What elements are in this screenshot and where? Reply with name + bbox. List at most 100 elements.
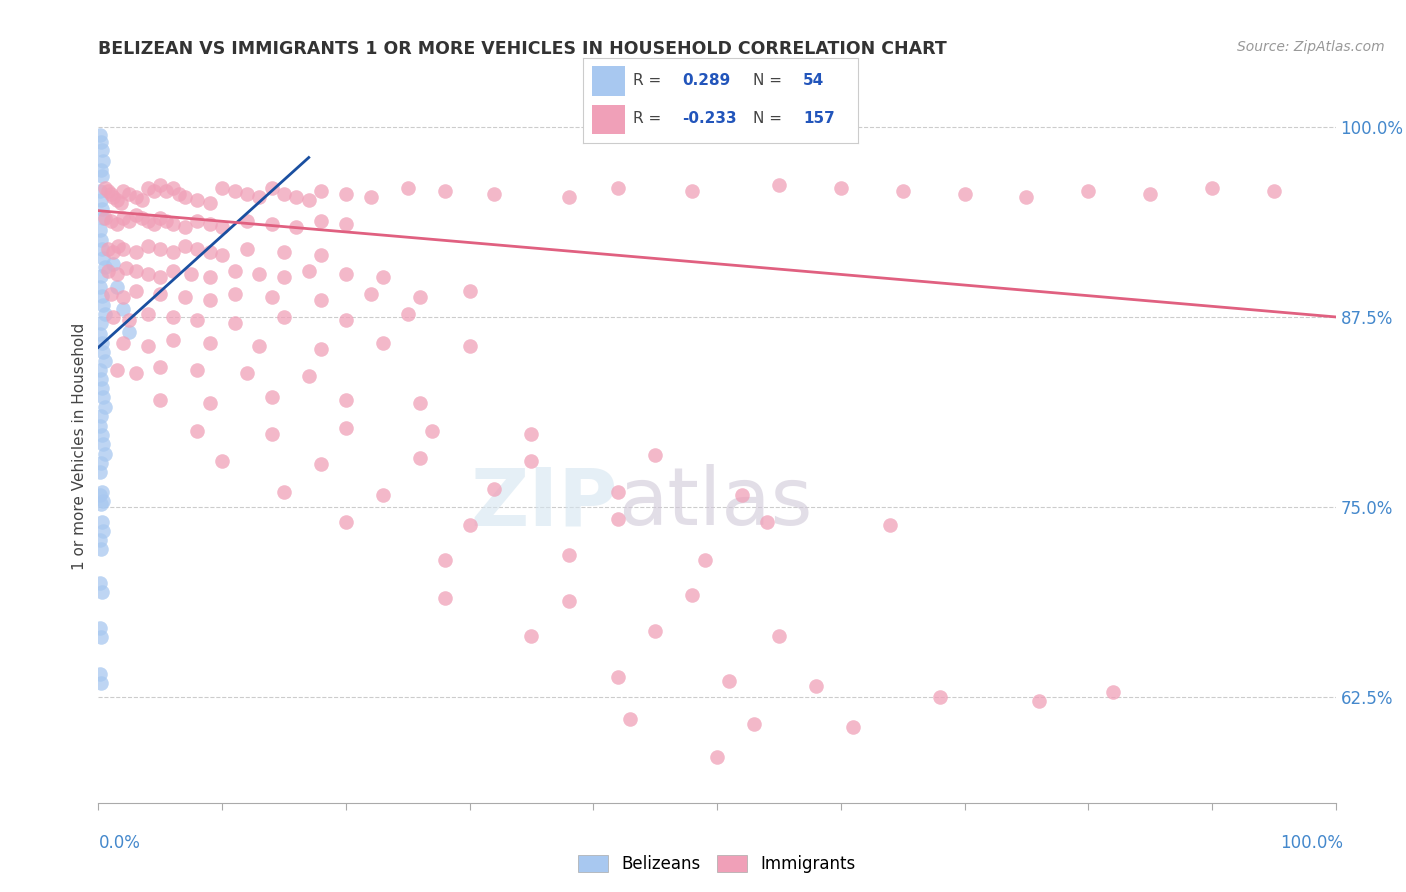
Point: [681, 588, 703, 602]
Point: [91, 169, 114, 183]
Point: [93, 400, 115, 414]
Text: 0.289: 0.289: [682, 73, 731, 88]
Point: [224, 316, 246, 330]
Point: [97, 264, 120, 278]
Point: [91, 242, 114, 256]
Point: [731, 487, 754, 501]
Text: Source: ZipAtlas.com: Source: ZipAtlas.com: [1237, 40, 1385, 54]
Point: [136, 268, 159, 282]
Point: [1201, 181, 1223, 195]
Point: [174, 238, 197, 252]
Point: [136, 307, 159, 321]
Text: R =: R =: [633, 112, 661, 127]
Point: [186, 242, 208, 256]
Point: [103, 257, 125, 271]
Point: [97, 184, 120, 198]
Point: [89, 465, 111, 479]
Point: [309, 214, 332, 228]
Point: [260, 181, 283, 195]
Point: [396, 181, 419, 195]
Point: [89, 419, 111, 434]
Point: [149, 178, 172, 192]
Point: [118, 313, 141, 327]
Point: [396, 307, 419, 321]
Point: [1077, 184, 1099, 198]
Point: [174, 190, 197, 204]
Text: R =: R =: [633, 73, 661, 88]
Point: [91, 335, 114, 350]
Point: [273, 270, 295, 285]
Bar: [592, 104, 624, 134]
Point: [309, 184, 332, 198]
Point: [93, 344, 115, 359]
Point: [124, 208, 146, 222]
Point: [90, 676, 112, 690]
Point: [162, 310, 184, 324]
Point: [211, 181, 233, 195]
Text: BELIZEAN VS IMMIGRANTS 1 OR MORE VEHICLES IN HOUSEHOLD CORRELATION CHART: BELIZEAN VS IMMIGRANTS 1 OR MORE VEHICLE…: [98, 40, 948, 58]
Point: [186, 193, 208, 207]
Point: [112, 302, 135, 317]
Point: [105, 217, 128, 231]
Point: [93, 211, 115, 226]
Point: [260, 391, 283, 405]
Text: 100.0%: 100.0%: [1279, 834, 1343, 852]
Point: [103, 190, 125, 204]
Point: [90, 316, 112, 330]
Point: [91, 143, 114, 157]
Point: [143, 184, 166, 198]
Point: [90, 268, 112, 283]
Point: [124, 366, 146, 380]
Point: [124, 244, 146, 259]
Point: [90, 409, 112, 423]
Point: [273, 310, 295, 324]
Point: [93, 181, 115, 195]
Point: [484, 482, 506, 496]
Point: [180, 268, 202, 282]
Point: [371, 487, 394, 501]
Point: [298, 369, 321, 384]
Point: [90, 162, 112, 177]
Point: [93, 437, 115, 451]
Point: [131, 211, 153, 226]
Point: [90, 497, 112, 511]
Point: [149, 270, 172, 285]
Point: [260, 426, 283, 441]
Point: [174, 290, 197, 304]
Point: [143, 217, 166, 231]
Legend: Belizeans, Immigrants: Belizeans, Immigrants: [571, 848, 863, 880]
Point: [107, 238, 129, 252]
Point: [93, 524, 115, 538]
Point: [136, 181, 159, 195]
Point: [118, 186, 141, 201]
Point: [97, 242, 120, 256]
Point: [105, 363, 128, 377]
Point: [105, 193, 128, 207]
Text: N =: N =: [754, 73, 783, 88]
Point: [928, 690, 950, 704]
Point: [298, 193, 321, 207]
Point: [335, 515, 357, 529]
Point: [167, 186, 190, 201]
Point: [89, 487, 111, 501]
Point: [458, 339, 481, 353]
Point: [90, 136, 112, 150]
Point: [149, 242, 172, 256]
Point: [89, 279, 111, 293]
Point: [100, 214, 122, 228]
Point: [335, 421, 357, 435]
Point: [174, 220, 197, 235]
Y-axis label: 1 or more Vehicles in Household: 1 or more Vehicles in Household: [72, 322, 87, 570]
Point: [681, 184, 703, 198]
Point: [693, 553, 716, 567]
Point: [360, 190, 382, 204]
Point: [224, 184, 246, 198]
Text: N =: N =: [754, 112, 783, 127]
Point: [93, 251, 115, 265]
Point: [93, 260, 115, 274]
Point: [149, 287, 172, 301]
Point: [162, 264, 184, 278]
Point: [309, 248, 332, 262]
Point: [236, 214, 259, 228]
Point: [1102, 685, 1125, 699]
